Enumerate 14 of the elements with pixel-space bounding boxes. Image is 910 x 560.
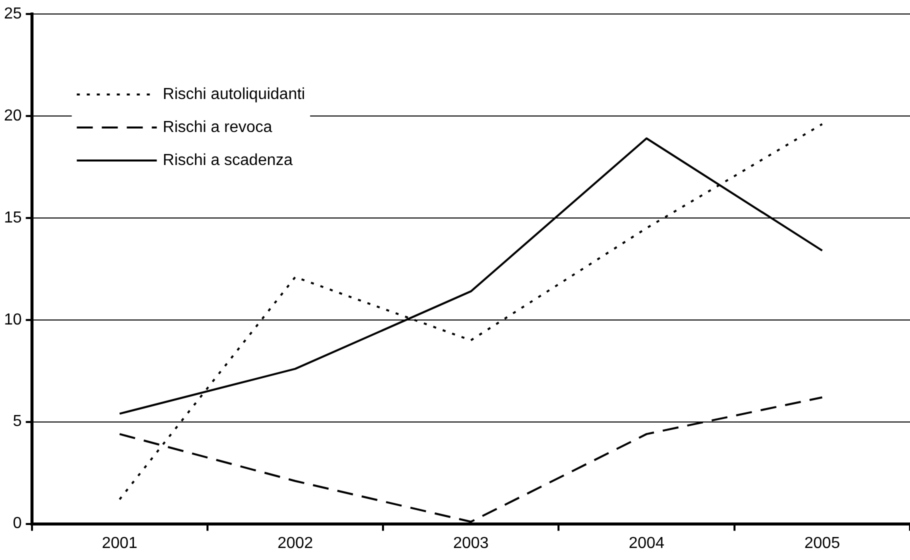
y-tick-label: 25: [4, 5, 22, 22]
y-tick-label: 0: [12, 515, 22, 532]
y-tick-label: 15: [4, 209, 22, 226]
legend-label: Rischi a revoca: [162, 118, 272, 136]
x-tick-label: 2003: [453, 534, 489, 552]
y-tick-label: 20: [4, 107, 22, 124]
y-tick-label: 10: [4, 311, 22, 328]
x-tick-label: 2002: [277, 534, 314, 552]
legend-label: Rischi autoliquidanti: [162, 86, 306, 103]
y-tick-label: 5: [12, 413, 22, 430]
x-tick-label: 2005: [804, 534, 840, 552]
x-tick-label: 2004: [628, 534, 664, 552]
legend-label: Rischi a scadenza: [162, 152, 293, 169]
x-tick-label: 2001: [102, 534, 138, 552]
